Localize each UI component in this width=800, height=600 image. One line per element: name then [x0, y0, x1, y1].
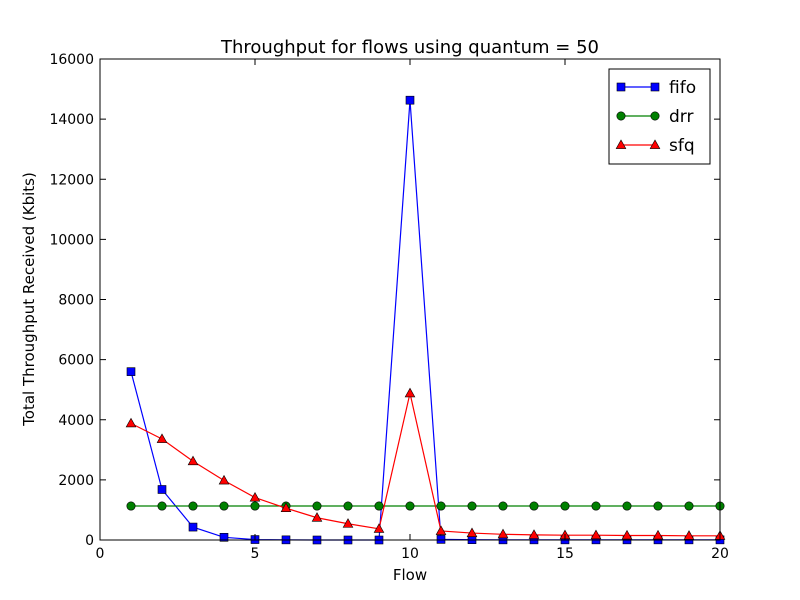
- data-point-drr: [250, 501, 260, 511]
- data-point-drr: [653, 501, 663, 511]
- data-point-sfq: [497, 528, 509, 539]
- y-tick-label: 16000: [49, 52, 94, 68]
- data-point-fifo: [126, 367, 136, 376]
- data-point-drr: [560, 501, 570, 511]
- x-tick-label: 0: [96, 546, 105, 562]
- data-point-fifo: [188, 522, 198, 532]
- legend-marker-sfq: [649, 139, 661, 149]
- x-tick-label: 5: [251, 546, 260, 562]
- data-point-drr: [157, 501, 167, 511]
- x-tick-label: 10: [401, 546, 419, 562]
- data-point-sfq: [590, 529, 602, 540]
- y-tick-label: 10000: [49, 232, 94, 248]
- data-point-sfq: [342, 518, 354, 528]
- data-point-sfq: [683, 530, 695, 540]
- plot-area: 0 5 10 15 20 0 2000 4000 6000 8000 10000 12000 14000…: [49, 52, 728, 562]
- data-point-drr: [622, 501, 632, 511]
- data-point-fifo: [436, 535, 446, 544]
- legend-label-sfq: sfq: [669, 136, 695, 156]
- data-point-sfq: [187, 455, 199, 466]
- data-point-drr: [498, 501, 508, 511]
- data-point-drr: [312, 501, 322, 511]
- y-tick-label: 6000: [58, 353, 94, 369]
- x-tick-label: 20: [711, 546, 729, 562]
- data-point-sfq: [435, 525, 447, 535]
- data-point-fifo: [219, 532, 229, 542]
- legend-label-drr: drr: [669, 107, 693, 127]
- y-tick-label: 2000: [58, 473, 94, 489]
- data-point-sfq: [156, 433, 168, 443]
- data-point-sfq: [311, 512, 323, 522]
- data-point-sfq: [249, 491, 261, 502]
- data-point-drr: [126, 501, 136, 511]
- data-point-sfq: [528, 529, 540, 539]
- y-tick-label: 4000: [58, 413, 94, 429]
- legend-marker-drr: [616, 111, 626, 121]
- data-point-sfq: [621, 529, 633, 540]
- data-point-drr: [343, 501, 353, 511]
- data-point-sfq: [218, 474, 230, 485]
- legend-label-fifo: fifo: [669, 78, 696, 98]
- data-point-sfq: [280, 502, 292, 513]
- data-point-drr: [436, 501, 446, 511]
- y-axis-label: Total Throughput Received (Kbits): [20, 172, 38, 427]
- data-point-sfq: [373, 523, 385, 533]
- series-line-sfq: [130, 393, 720, 537]
- data-point-drr: [188, 501, 198, 511]
- legend-marker-drr: [650, 111, 660, 121]
- data-point-drr: [684, 501, 694, 511]
- data-point-drr: [405, 501, 415, 511]
- data-point-drr: [467, 501, 477, 511]
- data-point-drr: [591, 501, 601, 511]
- legend: fifo drr sfq: [608, 68, 711, 165]
- series-line-fifo: [130, 100, 720, 541]
- y-tick-label: 14000: [49, 112, 94, 128]
- data-point-drr: [219, 501, 229, 511]
- data-point-drr: [529, 501, 539, 511]
- data-point-fifo: [405, 95, 415, 105]
- x-axis-label: Flow: [393, 566, 427, 584]
- data-point-sfq: [466, 527, 478, 537]
- legend-marker-sfq: [615, 139, 627, 149]
- x-tick-label: 15: [556, 546, 574, 562]
- data-point-sfq: [125, 417, 137, 428]
- y-tick-label: 12000: [49, 172, 94, 188]
- data-point-fifo: [157, 485, 167, 494]
- legend-marker-fifo: [616, 82, 626, 92]
- y-tick-label: 0: [85, 533, 94, 549]
- legend-marker-fifo: [650, 82, 660, 92]
- data-point-drr: [374, 501, 384, 511]
- data-point-sfq: [652, 529, 664, 540]
- y-tick-label: 8000: [58, 293, 94, 309]
- chart-title: Throughput for flows using quantum = 50: [220, 37, 599, 58]
- data-point-sfq: [404, 387, 416, 398]
